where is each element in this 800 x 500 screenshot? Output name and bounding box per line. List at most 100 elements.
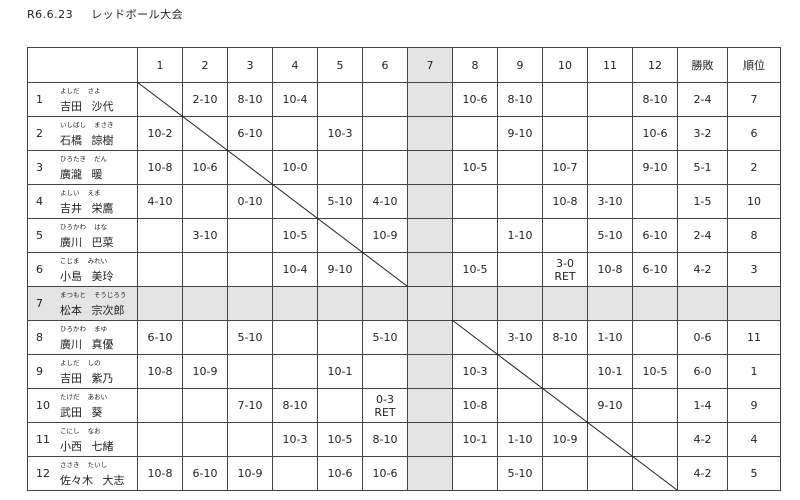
record-cell: 1-5	[677, 184, 728, 219]
event-title: レッドボール大会	[91, 8, 184, 21]
table-row: 7 まつもと そうじろう 松本 宗次郎	[27, 286, 781, 321]
score-cell: 10-8	[452, 388, 498, 423]
player-name: 吉田 沙代	[60, 100, 114, 113]
score-cell	[317, 82, 363, 117]
score-cell: 10-6	[452, 82, 498, 117]
score-cell: 10-6	[632, 116, 678, 151]
score-cell	[362, 150, 408, 185]
score-cell: 5-10	[227, 320, 273, 355]
corner-cell	[27, 47, 138, 83]
player-name: 吉井 栄鷹	[60, 202, 114, 215]
score-cell: 10-1	[317, 354, 363, 389]
player-cell: 7 まつもと そうじろう 松本 宗次郎	[27, 286, 138, 321]
score-cell	[362, 354, 408, 389]
score-cell: 8-10	[542, 320, 588, 355]
player-name: 廣川 真優	[60, 338, 114, 351]
player-number: 8	[36, 331, 43, 344]
score-cell: 8-10	[362, 422, 408, 457]
record-cell: 5-1	[677, 150, 728, 185]
table-row: 1 よしだ さよ 吉田 沙代 2-10 8-10 10-4 10-6 8-10 8-10 2-4 7	[27, 82, 781, 117]
player-name: 佐々木 大志	[60, 474, 125, 487]
score-cell	[317, 218, 363, 253]
score-cell	[407, 150, 453, 185]
score-cell	[182, 422, 228, 457]
score-cell: 3-10	[182, 218, 228, 253]
score-cell: 10-9	[227, 456, 273, 491]
score-cell	[317, 388, 363, 423]
score-cell: 1-10	[587, 320, 633, 355]
player-number: 4	[36, 195, 43, 208]
score-cell	[497, 184, 543, 219]
rank-cell: 11	[727, 320, 781, 355]
score-cell	[182, 116, 228, 151]
score-cell	[407, 82, 453, 117]
score-cell: 10-0	[272, 150, 318, 185]
rank-cell: 1	[727, 354, 781, 389]
score-cell: 10-8	[137, 456, 183, 491]
score-cell	[452, 456, 498, 491]
score-cell	[272, 456, 318, 491]
score-cell: 10-9	[362, 218, 408, 253]
record-cell: 0-6	[677, 320, 728, 355]
score-cell: 10-6	[317, 456, 363, 491]
score-cell: 4-10	[137, 184, 183, 219]
score-cell: 10-4	[272, 252, 318, 287]
score-cell	[632, 184, 678, 219]
rank-cell: 5	[727, 456, 781, 491]
player-cell: 6 こじま みれい 小島 美玲	[27, 252, 138, 287]
record-cell: 2-4	[677, 82, 728, 117]
score-cell	[227, 150, 273, 185]
player-furigana: たけだ あおい	[60, 393, 108, 401]
score-cell	[137, 252, 183, 287]
rank-cell: 4	[727, 422, 781, 457]
player-number: 1	[36, 93, 43, 106]
score-cell: 10-3	[317, 116, 363, 151]
score-cell: 3-10	[587, 184, 633, 219]
score-cell: 3-0 RET	[542, 252, 588, 287]
score-cell	[407, 252, 453, 287]
score-cell: 5-10	[317, 184, 363, 219]
column-header: 9	[497, 47, 543, 83]
player-furigana: こじま みれい	[60, 257, 108, 265]
player-cell: 11 こにし なお 小西 七緒	[27, 422, 138, 457]
score-cell: 10-2	[137, 116, 183, 151]
score-cell: 8-10	[227, 82, 273, 117]
table-row: 4 よしい えま 吉井 栄鷹 4-10 0-10 5-10 4-10 10-8 3-10 1-5 1…	[27, 184, 781, 219]
score-cell: 10-3	[452, 354, 498, 389]
score-cell	[272, 320, 318, 355]
player-number: 6	[36, 263, 43, 276]
score-cell	[362, 116, 408, 151]
player-name: 松本 宗次郎	[60, 304, 125, 317]
score-cell: 8-10	[272, 388, 318, 423]
score-cell	[452, 184, 498, 219]
player-furigana: いしばし まさき	[60, 121, 114, 129]
score-cell	[182, 388, 228, 423]
score-cell	[137, 218, 183, 253]
header-row: 1 2 3 4 5 6 7 8 9 10 11 12 勝敗 順位	[27, 47, 781, 83]
table-row: 2 いしばし まさき 石橋 諒樹 10-2 6-10 10-3 9-10 10-6 3-2 6	[27, 116, 781, 151]
score-cell: 10-8	[137, 150, 183, 185]
score-cell	[632, 286, 678, 321]
table-row: 3 ひろたき だん 廣瀧 暖 10-8 10-6 10-0 10-5 10-7 9-10 5-1 2	[27, 150, 781, 185]
score-cell: 1-10	[497, 218, 543, 253]
column-header: 10	[542, 47, 588, 83]
score-cell	[542, 354, 588, 389]
player-furigana: よしだ しの	[60, 359, 101, 367]
score-cell	[452, 320, 498, 355]
page-header: R6.6.23 レッドボール大会	[27, 6, 197, 22]
rank-cell: 6	[727, 116, 781, 151]
score-cell: 7-10	[227, 388, 273, 423]
rank-cell: 2	[727, 150, 781, 185]
score-cell	[452, 116, 498, 151]
player-name: 武田 葵	[60, 406, 103, 419]
score-cell: 5-10	[497, 456, 543, 491]
player-furigana: よしだ さよ	[60, 87, 101, 95]
score-cell	[317, 286, 363, 321]
player-cell: 8 ひろかわ まゆ 廣川 真優	[27, 320, 138, 355]
score-cell	[182, 320, 228, 355]
score-cell: 10-4	[272, 82, 318, 117]
score-cell	[497, 286, 543, 321]
score-cell	[407, 456, 453, 491]
score-cell: 0-10	[227, 184, 273, 219]
rank-cell: 3	[727, 252, 781, 287]
